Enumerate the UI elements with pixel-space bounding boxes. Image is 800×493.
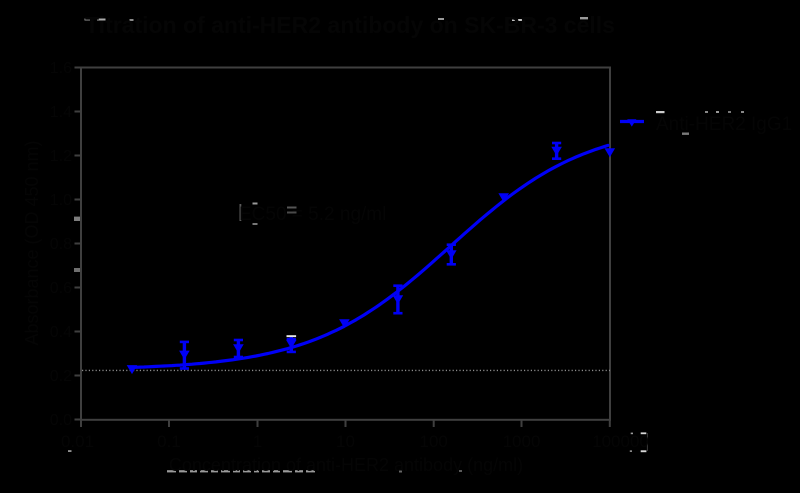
svg-text:0.0: 0.0	[50, 412, 72, 429]
svg-text:Titration of anti-HER2 antibod: Titration of anti-HER2 antibody on SK-BR…	[85, 12, 615, 38]
svg-text:0.1: 0.1	[157, 432, 181, 451]
svg-text:1.6: 1.6	[50, 60, 72, 77]
svg-text:0.01: 0.01	[61, 432, 94, 451]
svg-text:1.4: 1.4	[50, 104, 72, 121]
svg-text:1.2: 1.2	[50, 148, 72, 165]
svg-text:Anti-HER2 IgG1: Anti-HER2 IgG1	[656, 114, 792, 135]
svg-text:1.0: 1.0	[50, 192, 72, 209]
svg-text:EC50 = 5.2 ng/ml: EC50 = 5.2 ng/ml	[239, 204, 386, 225]
svg-text:0.6: 0.6	[50, 280, 72, 297]
svg-text:100: 100	[420, 432, 448, 451]
svg-text:1000: 1000	[503, 432, 541, 451]
svg-text:Absorbance (OD 450 nm): Absorbance (OD 450 nm)	[22, 140, 42, 345]
svg-text:0.8: 0.8	[50, 236, 72, 253]
svg-text:Concentration of anti-HER2 ant: Concentration of anti-HER2 antibody (ng/…	[169, 455, 523, 475]
svg-text:100000: 100000	[592, 432, 649, 451]
svg-text:1: 1	[253, 432, 262, 451]
svg-text:0.4: 0.4	[50, 324, 72, 341]
svg-text:10: 10	[336, 432, 355, 451]
svg-text:0.2: 0.2	[50, 368, 72, 385]
